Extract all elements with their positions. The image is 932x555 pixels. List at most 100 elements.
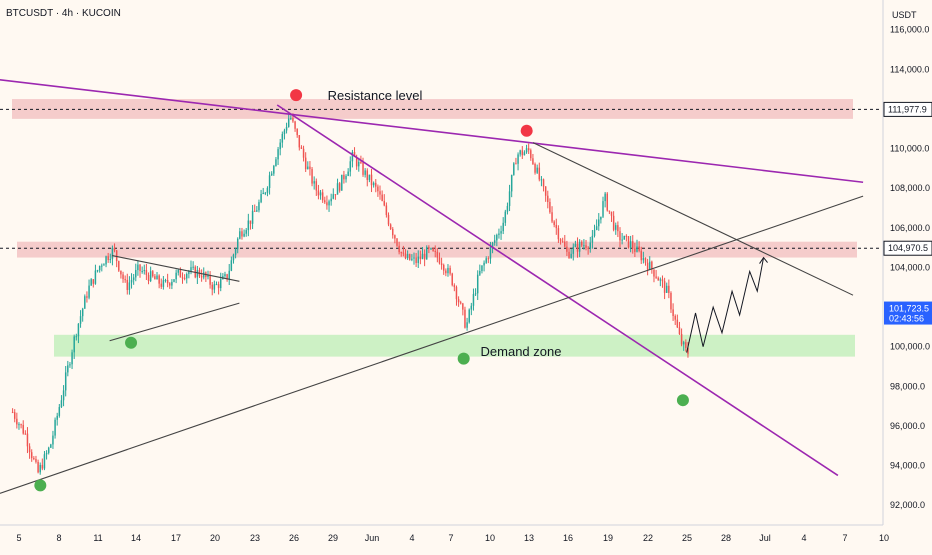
candle-body xyxy=(190,267,192,272)
candle-body xyxy=(485,258,487,263)
candle-body xyxy=(377,186,379,192)
candle xyxy=(375,179,377,193)
candle-body xyxy=(349,161,352,172)
candle-body xyxy=(64,372,67,391)
candle-body xyxy=(152,271,154,277)
candle xyxy=(530,148,532,161)
candle xyxy=(394,234,396,244)
candle xyxy=(349,156,352,177)
candle xyxy=(593,224,596,238)
candle-body xyxy=(37,461,39,473)
candle xyxy=(209,271,211,289)
candle-body xyxy=(239,231,241,239)
candle-body xyxy=(292,118,294,122)
candle xyxy=(290,115,292,121)
candle-body xyxy=(81,308,84,317)
candle xyxy=(50,443,52,449)
candle xyxy=(98,265,101,273)
swing-marker-red xyxy=(520,124,533,137)
candle-body xyxy=(304,157,307,170)
candle xyxy=(636,239,638,253)
candle xyxy=(56,412,58,426)
candle xyxy=(678,321,681,335)
candle-body xyxy=(360,161,362,163)
candle xyxy=(54,417,56,439)
candle xyxy=(164,278,167,283)
x-tick-label: 10 xyxy=(485,533,495,543)
candle xyxy=(196,265,199,285)
candle-body xyxy=(111,247,114,259)
candle-body xyxy=(493,240,496,243)
candle-body xyxy=(629,241,632,248)
candle xyxy=(428,245,430,254)
candle-body xyxy=(90,279,92,286)
candle xyxy=(372,181,375,188)
candle xyxy=(253,204,256,212)
candle xyxy=(260,189,262,204)
candle xyxy=(279,138,281,156)
candle xyxy=(222,273,224,280)
candle-body xyxy=(264,192,267,194)
candle-body xyxy=(207,274,209,278)
candle-body xyxy=(351,152,354,162)
candle xyxy=(459,300,462,305)
candle xyxy=(500,225,502,240)
candle-body xyxy=(423,253,426,260)
candle-body xyxy=(200,275,203,278)
candle xyxy=(672,303,674,321)
candle-body xyxy=(466,322,468,328)
candle-body xyxy=(115,250,118,262)
candle xyxy=(587,246,589,255)
candle xyxy=(45,450,48,460)
candle xyxy=(328,199,330,212)
candle-body xyxy=(362,162,364,175)
candle-body xyxy=(625,235,628,237)
candle xyxy=(94,264,97,285)
candle xyxy=(234,247,237,259)
candle-body xyxy=(638,246,640,251)
candle-body xyxy=(383,201,386,206)
candle-body xyxy=(107,256,109,261)
candle-body xyxy=(334,194,337,196)
projection-path xyxy=(686,257,765,353)
candle xyxy=(653,269,655,283)
candle xyxy=(583,239,585,250)
candle-body xyxy=(226,274,228,280)
candle-body xyxy=(228,270,230,280)
candle-body xyxy=(130,279,133,283)
candle xyxy=(67,360,69,377)
candle-body xyxy=(612,215,615,230)
candle xyxy=(200,269,203,282)
candle-body xyxy=(508,191,511,206)
price-tag-1 xyxy=(883,101,932,117)
candle xyxy=(544,186,547,202)
candle xyxy=(345,174,347,183)
candle-body xyxy=(595,226,598,231)
candle xyxy=(213,280,216,294)
candle xyxy=(285,122,288,134)
candle-body xyxy=(617,225,619,232)
candle xyxy=(18,422,20,430)
candle-body xyxy=(468,309,470,323)
candle xyxy=(421,247,424,260)
candle xyxy=(317,184,320,200)
candle xyxy=(553,220,555,228)
candle-body xyxy=(513,163,515,175)
candle xyxy=(466,317,468,331)
candle xyxy=(551,206,553,224)
candle-body xyxy=(175,272,177,280)
candle-body xyxy=(583,245,585,247)
x-tick-label: 7 xyxy=(842,533,847,543)
candle xyxy=(663,277,666,300)
candle xyxy=(160,278,163,289)
candle xyxy=(409,253,411,261)
candle xyxy=(47,446,50,455)
candle xyxy=(211,282,213,296)
candle xyxy=(483,260,485,272)
candle-body xyxy=(517,154,519,164)
candle-body xyxy=(551,212,553,222)
candle-body xyxy=(192,266,194,268)
candle-body xyxy=(281,134,284,143)
candle-body xyxy=(262,192,264,195)
